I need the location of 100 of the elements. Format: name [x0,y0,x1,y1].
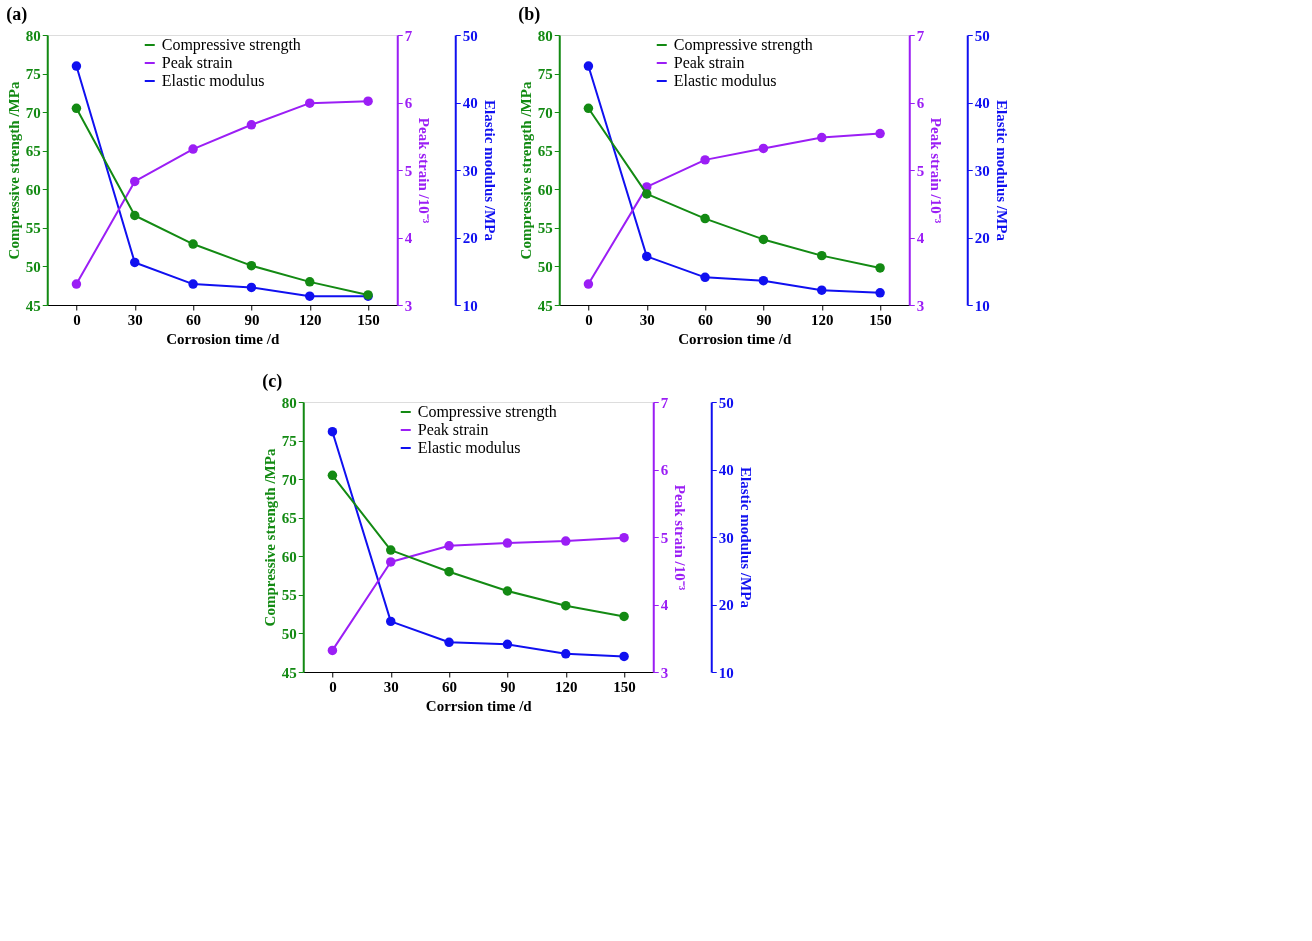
y-tick-label: 80 [537,27,553,44]
point [700,155,710,165]
point [188,239,198,249]
x-tick-label: 150 [869,311,892,328]
point [444,566,454,577]
y-axis-title: Compressive strength /MPa [261,448,278,627]
point [327,426,338,437]
y-tick-label: 65 [25,143,41,160]
legend-label: Peak strain [417,421,489,438]
point [700,213,710,224]
y-tick-label: 55 [537,220,553,237]
chart-title: (c) [262,371,283,392]
point [758,234,769,245]
point [619,611,629,622]
point [561,649,571,659]
y3-tick-label: 20 [974,230,990,246]
point [875,263,885,273]
x-axis-title: Corrsion time /d [425,697,533,714]
y-tick-label: 80 [281,394,297,411]
y-tick-label: 55 [25,220,41,237]
y3-tick-label: 50 [718,394,734,411]
y-tick-label: 70 [537,104,553,121]
point [386,545,396,555]
y2-axis-title: Peak strain /10⁻³ [928,117,945,224]
y-tick-label: 50 [537,258,553,275]
y3-axis-title: Elastic modulus /MPa [993,100,1010,242]
y3-tick-label: 30 [462,162,478,179]
x-tick-label: 0 [73,311,81,328]
y3-tick-label: 10 [974,297,990,314]
y2-tick-label: 3 [660,664,669,681]
x-tick-label: 60 [698,311,714,328]
x-tick-label: 30 [383,678,399,695]
point [71,279,82,289]
y-tick-label: 45 [25,297,41,314]
y-tick-label: 55 [281,587,297,604]
x-tick-label: 120 [299,311,322,328]
x-tick-label: 90 [244,311,260,328]
y2-tick-label: 6 [404,95,413,111]
x-tick-label: 90 [756,311,772,328]
y-tick-label: 65 [537,143,553,160]
legend-label: Compressive strength [161,36,301,54]
x-tick-label: 90 [500,678,516,695]
point [188,279,198,289]
point [583,279,594,289]
point [583,61,594,71]
point [386,557,396,567]
y-tick-label: 65 [281,510,297,527]
point [188,144,198,154]
point [619,651,629,662]
point [561,536,571,546]
x-tick-label: 120 [555,678,578,695]
y-tick-label: 70 [25,104,41,121]
point [700,272,710,283]
y2-tick-label: 5 [404,162,413,179]
y-axis-title: Compressive strength /MPa [517,81,534,260]
y-tick-label: 75 [537,66,553,83]
y2-tick-label: 5 [660,529,669,546]
point [642,189,652,199]
point [875,288,885,298]
point [130,257,140,268]
y3-tick-label: 40 [974,95,990,111]
point [875,128,885,139]
y2-tick-label: 4 [916,230,925,246]
point [246,120,257,130]
y2-tick-label: 6 [660,462,669,478]
x-tick-label: 0 [585,311,593,328]
x-tick-label: 30 [639,311,655,328]
y2-tick-label: 3 [404,297,413,314]
y2-tick-label: 6 [916,95,925,111]
y-tick-label: 45 [281,664,297,681]
legend-label: Compressive strength [417,403,557,421]
legend-label: Peak strain [161,54,233,71]
point [583,103,594,114]
legend-label: Peak strain [673,54,745,71]
x-tick-label: 150 [613,678,636,695]
point [642,251,652,262]
y2-tick-label: 7 [660,394,669,411]
point [619,532,629,543]
y3-tick-label: 50 [462,27,478,44]
point [817,285,827,295]
point [758,143,769,154]
y-tick-label: 60 [25,181,41,198]
x-tick-label: 60 [442,678,458,695]
point [71,61,82,71]
point [71,103,82,114]
y-tick-label: 75 [25,66,41,83]
point [502,538,513,548]
y-tick-label: 70 [281,471,297,488]
y3-axis-title: Elastic modulus /MPa [481,100,498,242]
y2-tick-label: 4 [404,230,413,246]
y2-tick-label: 7 [916,27,925,44]
point [327,645,338,656]
y3-tick-label: 10 [462,297,478,314]
legend-label: Elastic modulus [417,439,521,456]
y-tick-label: 45 [537,297,553,314]
point [386,616,396,627]
legend-label: Elastic modulus [673,72,777,89]
legend-label: Elastic modulus [161,72,265,89]
legend-label: Compressive strength [673,36,813,54]
y2-tick-label: 5 [916,162,925,179]
